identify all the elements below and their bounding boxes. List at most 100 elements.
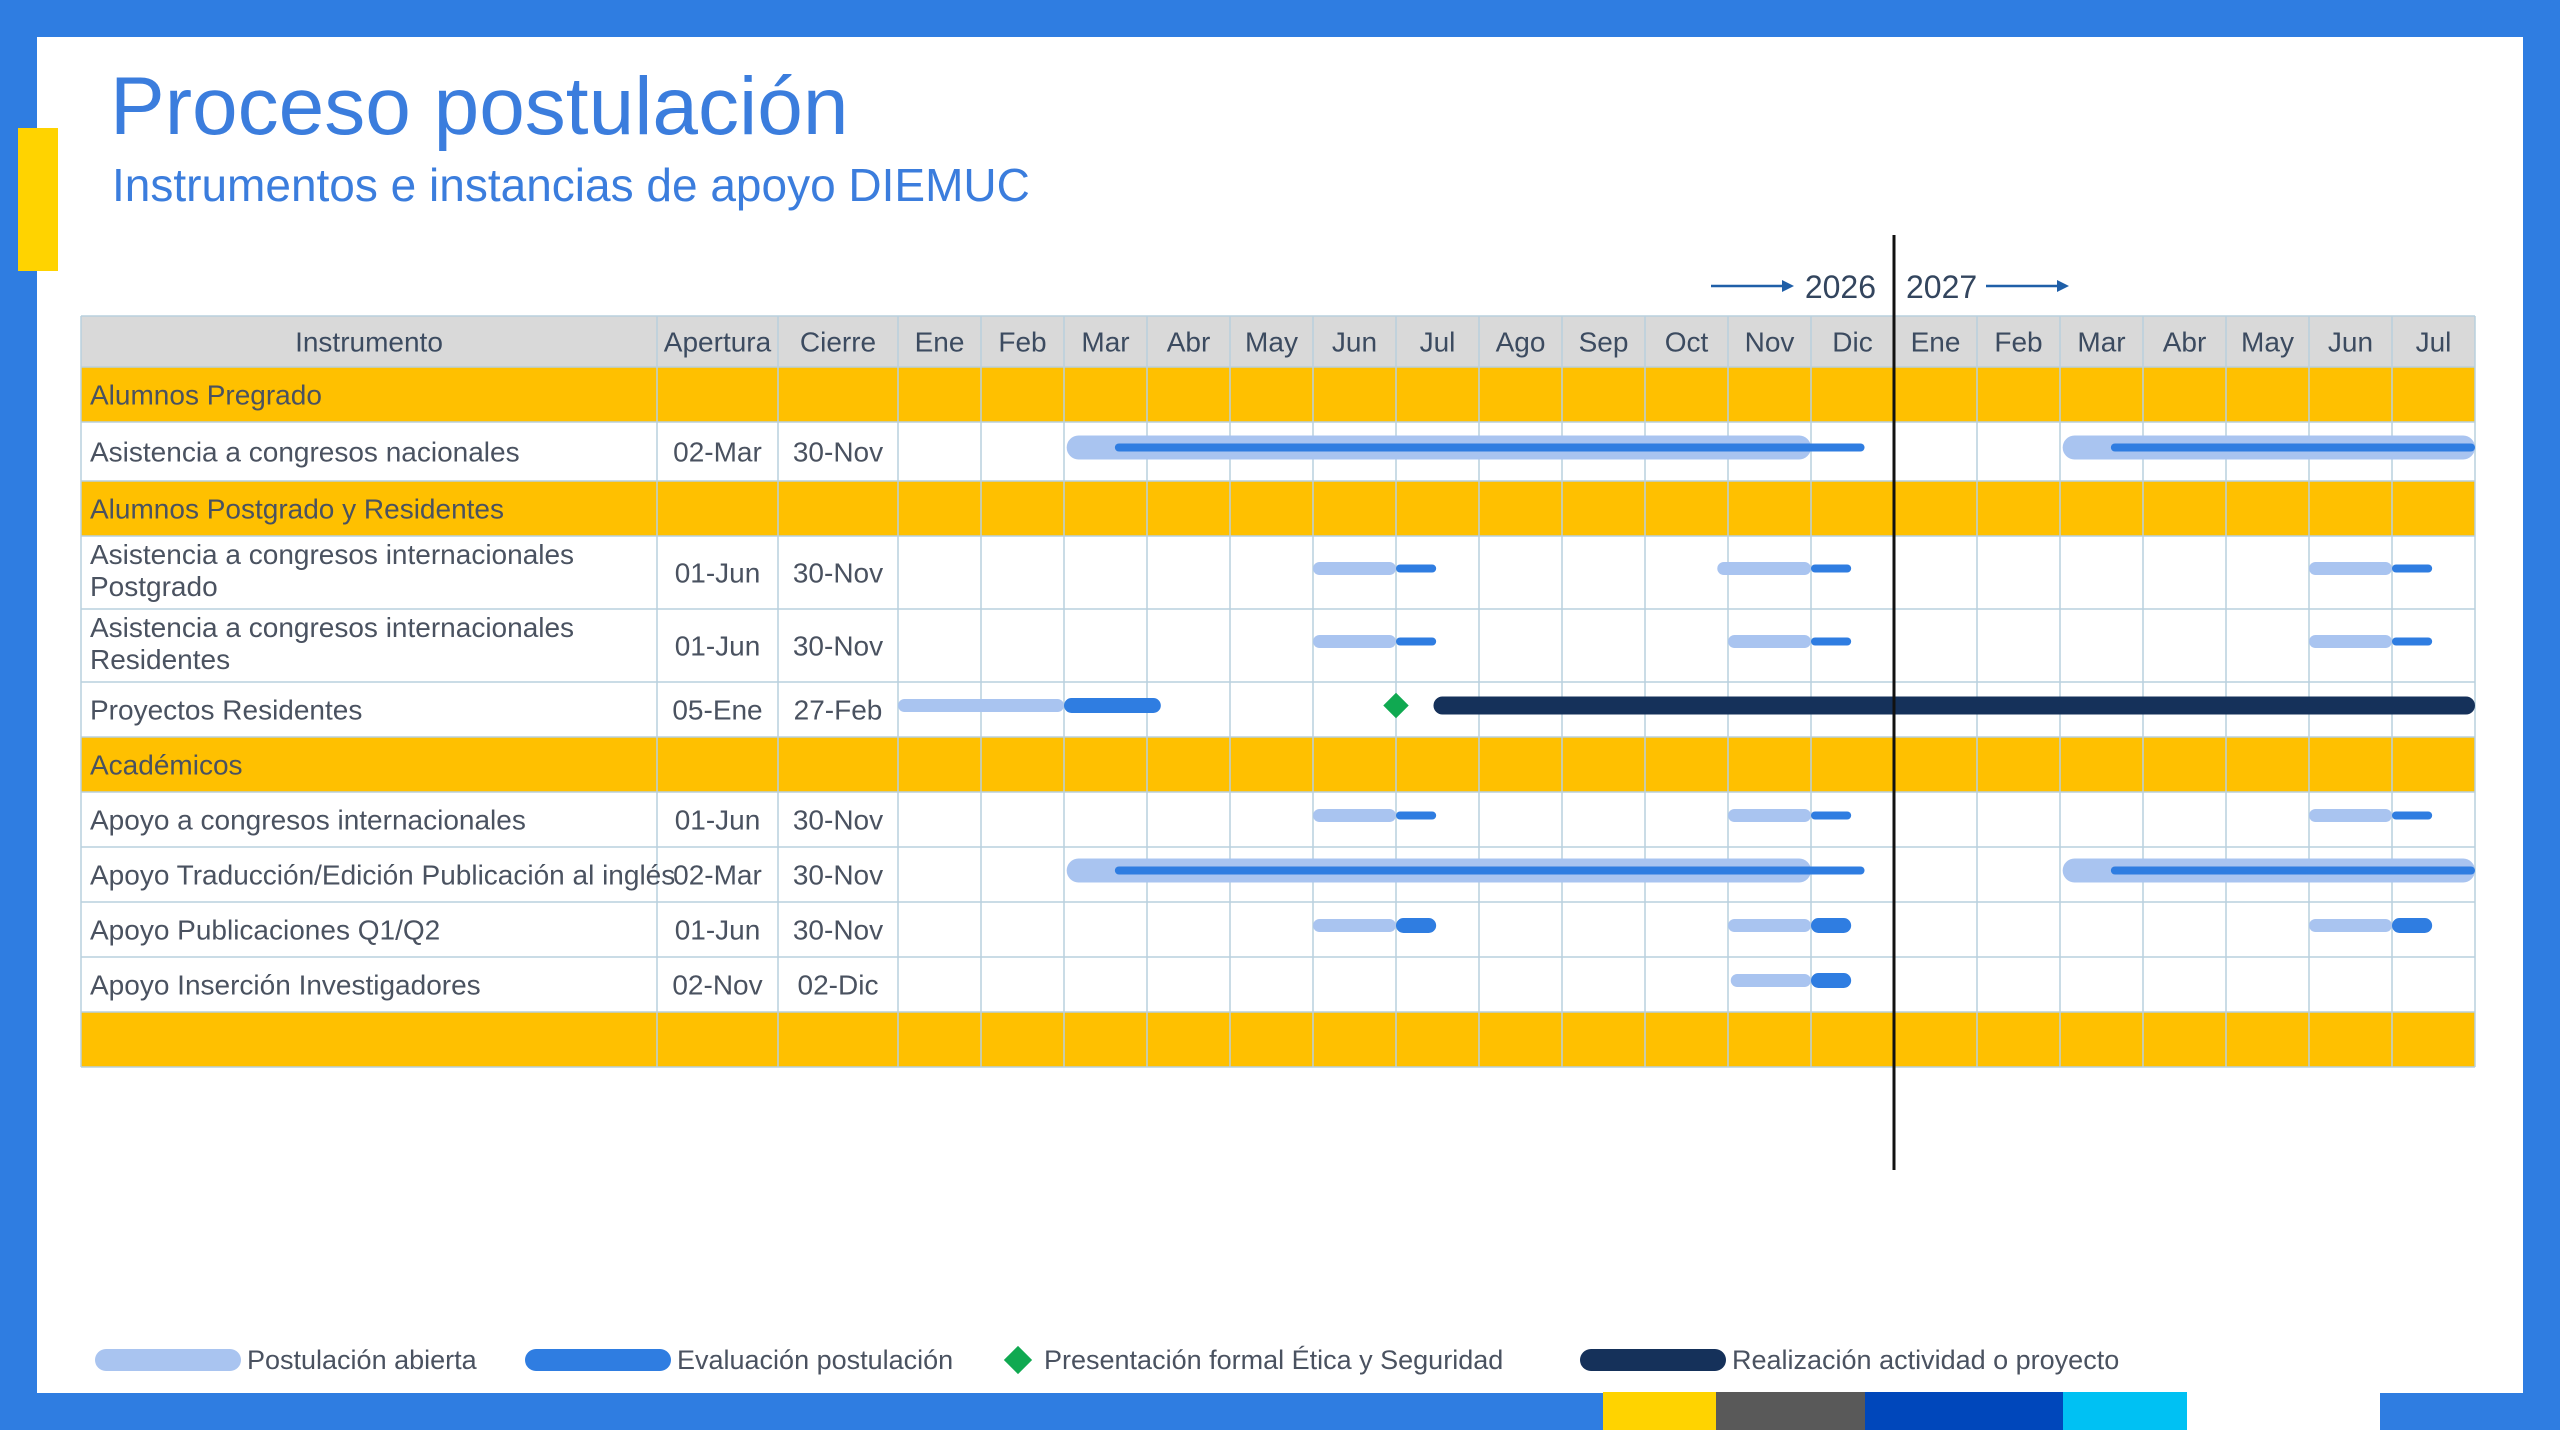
row-cierre: 30-Nov (793, 558, 883, 589)
row-apertura: 02-Nov (672, 970, 762, 1001)
row-cierre: 02-Dic (798, 970, 879, 1001)
bar-postulacion-abierta (898, 699, 1064, 712)
diamond-icon (1003, 1345, 1033, 1375)
year-label: 2027 (1906, 269, 1977, 305)
footer-stripe (2187, 1392, 2380, 1430)
header-instrument: Instrumento (295, 327, 443, 358)
month-label: Mar (2077, 327, 2125, 358)
bar-postulacion-abierta (1313, 562, 1396, 575)
bar-evaluacion (2392, 811, 2433, 820)
month-label: May (2241, 327, 2294, 358)
page-subtitle: Instrumentos e instancias de apoyo DIEMU… (112, 159, 1030, 211)
row-apertura: 01-Jun (675, 631, 761, 662)
bar-evaluacion (2110, 443, 2475, 452)
month-label: Ago (1496, 327, 1546, 358)
bar-evaluacion (1811, 637, 1852, 646)
bar-postulacion-abierta (1313, 919, 1396, 932)
footer-stripe (1603, 1392, 1716, 1430)
row-label: Apoyo Inserción Investigadores (90, 970, 481, 1001)
section-label: Académicos (90, 750, 243, 781)
bar-evaluacion (1811, 973, 1852, 988)
row-apertura: 01-Jun (675, 558, 761, 589)
header-cierre: Cierre (800, 327, 876, 358)
bar-evaluacion (1811, 918, 1852, 933)
legend-swatch (1580, 1349, 1726, 1371)
month-label: Sep (1579, 327, 1629, 358)
grid (80, 315, 2476, 1068)
footer-stripe (2063, 1392, 2187, 1430)
month-label: May (1245, 327, 1298, 358)
row-label: Asistencia a congresos internacionales Po… (90, 539, 574, 602)
legend-item: Presentación formal Ética y Seguridad (1000, 1338, 1503, 1382)
footer-stripes (1603, 1392, 2380, 1430)
month-label: Nov (1745, 327, 1795, 358)
footer-stripe (1716, 1392, 1865, 1430)
bar-postulacion-abierta (2309, 635, 2392, 648)
row-label: Proyectos Residentes (90, 695, 362, 726)
row-cierre: 30-Nov (793, 631, 883, 662)
header-row (81, 316, 2475, 367)
month-label: Feb (1994, 327, 2042, 358)
row-apertura: 02-Mar (673, 437, 762, 468)
bar-evaluacion (1396, 637, 1437, 646)
legend-item: Postulación abierta (95, 1338, 477, 1382)
section-row (81, 1012, 2475, 1067)
row-apertura: 01-Jun (675, 805, 761, 836)
year-label: 2026 (1805, 269, 1876, 305)
row-cierre: 30-Nov (793, 805, 883, 836)
legend-item: Evaluación postulación (525, 1338, 953, 1382)
footer-stripe (1865, 1392, 2063, 1430)
bar-evaluacion (1064, 698, 1161, 713)
bar-evaluacion (1811, 564, 1852, 573)
row-label: Asistencia a congresos internacionales Re… (90, 612, 574, 675)
row-label: Apoyo a congresos internacionales (90, 805, 526, 836)
legend-label: Realización actividad o proyecto (1732, 1344, 2120, 1375)
bar-postulacion-abierta (1313, 809, 1396, 822)
month-label: Mar (1081, 327, 1129, 358)
bar-evaluacion (2392, 564, 2433, 573)
month-label: Jul (1420, 327, 1456, 358)
bar-evaluacion (1811, 811, 1852, 820)
legend-swatch (95, 1349, 241, 1371)
bar-postulacion-abierta (1313, 635, 1396, 648)
bar-postulacion-abierta (1730, 974, 1811, 987)
header-apertura: Apertura (664, 327, 772, 358)
milestone-diamond (1383, 692, 1409, 719)
row-cierre: 27-Feb (794, 695, 883, 726)
row-apertura: 05-Ene (672, 695, 762, 726)
month-label: Feb (998, 327, 1046, 358)
month-label: Oct (1665, 327, 1709, 358)
arrow-icon (2057, 280, 2069, 292)
row-label: Asistencia a congresos nacionales (90, 437, 520, 468)
section-row (81, 737, 2475, 792)
month-label: Ene (915, 327, 965, 358)
bar-realizacion (1433, 696, 2475, 715)
row-apertura: 01-Jun (675, 915, 761, 946)
legend-item: Realización actividad o proyecto (1580, 1338, 2119, 1382)
month-label: Abr (1167, 327, 1211, 358)
bar-postulacion-abierta (1728, 919, 1811, 932)
bar-evaluacion (2110, 866, 2475, 875)
section-row (81, 481, 2475, 536)
bar-postulacion-abierta (1728, 809, 1811, 822)
month-label: Jul (2416, 327, 2452, 358)
bar-evaluacion (2392, 637, 2433, 646)
month-label: Jun (1332, 327, 1377, 358)
legend-label: Presentación formal Ética y Seguridad (1044, 1344, 1504, 1375)
bar-postulacion-abierta (1728, 635, 1811, 648)
legend-label: Postulación abierta (247, 1344, 477, 1375)
bar-postulacion-abierta (2309, 809, 2392, 822)
accent-bar (18, 128, 58, 271)
row-cierre: 30-Nov (793, 860, 883, 891)
section-label: Alumnos Postgrado y Residentes (90, 494, 504, 525)
bar-evaluacion (1396, 811, 1437, 820)
gantt-chart: Instrumento Apertura Cierre Ene Feb Mar Abr May… (80, 235, 2476, 1170)
section-label: Alumnos Pregrado (90, 380, 322, 411)
bar-postulacion-abierta (2309, 919, 2392, 932)
legend-label: Evaluación postulación (677, 1344, 954, 1375)
month-label: Dic (1832, 327, 1872, 358)
slide-frame (37, 37, 2523, 1393)
row-label: Apoyo Publicaciones Q1/Q2 (90, 915, 440, 946)
section-row (81, 367, 2475, 422)
bar-evaluacion (2392, 918, 2433, 933)
